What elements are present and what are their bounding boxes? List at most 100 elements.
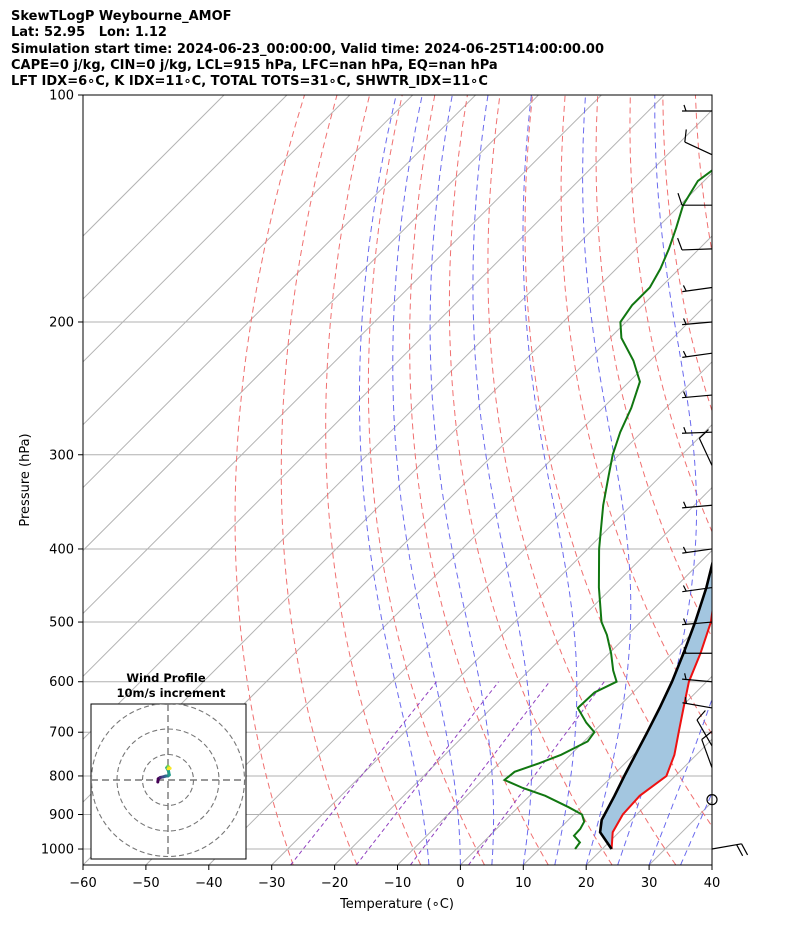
x-tick-label: 20 — [578, 876, 595, 891]
wind-barb-staff — [682, 548, 713, 554]
wind-barb-flag — [683, 104, 687, 112]
dry-adiabat-line — [367, 95, 485, 865]
y-tick-label: 700 — [49, 726, 74, 741]
dry-adiabat-line — [560, 95, 712, 736]
isotherm-line — [585, 738, 712, 865]
moist-adiabat-line — [472, 95, 533, 865]
isotherm-line — [397, 549, 712, 865]
x-tick-label: −50 — [132, 876, 159, 891]
y-tick-label: 300 — [49, 448, 74, 463]
moist-adiabat-line — [617, 95, 698, 865]
isotherm-line — [83, 95, 225, 237]
wind-barb — [682, 104, 712, 112]
wind-barb-staff — [682, 586, 713, 593]
wind-barb-flag — [683, 501, 687, 508]
wind-barb-flag — [698, 429, 709, 439]
isotherm-line — [83, 95, 351, 363]
wind-barb-staff — [696, 719, 713, 747]
indices-line-2: LFT IDX=6∘C, K IDX=11∘C, TOTAL TOTS=31∘C… — [11, 74, 488, 90]
wind-barb-flag — [682, 285, 687, 292]
wind-barb — [698, 429, 713, 466]
x-tick-label: −40 — [195, 876, 222, 891]
wind-barb-flag — [682, 350, 687, 358]
wind-barb-flag — [683, 318, 687, 325]
x-tick-label: 0 — [456, 876, 464, 891]
dry-adiabat-line — [487, 95, 677, 865]
wind-barb-staff — [682, 702, 713, 709]
y-tick-label: 800 — [49, 769, 74, 784]
wind-barb-staff — [681, 248, 713, 251]
mixing-ratio-line — [409, 681, 550, 865]
wind-barb — [677, 237, 713, 251]
temperature-line — [610, 607, 712, 850]
wind-barb-flag — [684, 673, 687, 680]
isotherm-line — [460, 612, 712, 865]
x-tick-label: −10 — [384, 876, 411, 891]
wind-barb — [696, 710, 713, 747]
x-tick-label: 40 — [704, 876, 721, 891]
x-tick-label: −20 — [321, 876, 348, 891]
wind-barb — [682, 318, 713, 326]
isotherm-line — [711, 864, 712, 865]
wind-barb — [682, 391, 713, 399]
indices-line-1: CAPE=0 j/kg, CIN=0 j/kg, LCL=915 hPa, LF… — [11, 57, 498, 73]
y-tick-label: 500 — [49, 616, 74, 631]
isotherm-line — [83, 95, 288, 300]
wind-barb — [682, 647, 712, 654]
wind-barb — [684, 129, 713, 156]
wind-barb — [711, 843, 749, 857]
mixing-ratio-line — [355, 681, 499, 865]
wind-barb-staff — [682, 504, 713, 509]
isotherm-line — [145, 298, 712, 865]
isotherm-line — [83, 95, 665, 678]
wind-barb — [682, 546, 713, 554]
x-tick-label: −60 — [69, 876, 96, 891]
wind-barb-staff — [682, 394, 713, 399]
moist-adiabat-line — [582, 95, 632, 865]
x-tick-label: −30 — [258, 876, 285, 891]
isotherm-line — [83, 95, 414, 426]
y-tick-label: 400 — [49, 542, 74, 557]
y-tick-label: 200 — [49, 315, 74, 330]
dry-adiabat-line — [629, 95, 712, 533]
moist-adiabat-line — [680, 791, 712, 865]
wind-barb-flag — [684, 129, 687, 143]
dry-adiabat-line — [325, 95, 422, 865]
hodograph-segment — [166, 766, 172, 771]
cin-shaded-area — [600, 565, 712, 849]
moist-adiabat-line — [359, 95, 430, 865]
wind-barb-flag — [741, 843, 749, 856]
wind-barb-flag — [682, 585, 687, 592]
parcel-line — [598, 559, 712, 850]
inset-plot-area — [91, 704, 246, 859]
title-line: SkewTLogP Weybourne_AMOF — [11, 9, 232, 24]
hodograph-inset: Wind Profile 10m/s increment — [90, 671, 247, 860]
wind-barb-calm — [706, 794, 718, 806]
y-tick-label: 900 — [49, 808, 74, 823]
wind-barb-staff — [682, 678, 713, 683]
dry-adiabat-line — [524, 95, 712, 828]
time-line: Simulation start time: 2024-06-23_00:00:… — [11, 41, 604, 57]
dry-adiabat-line — [448, 95, 613, 865]
wind-barb-flag — [677, 237, 683, 251]
moist-adiabat-line — [392, 95, 461, 865]
wind-barb-staff — [682, 352, 713, 358]
y-tick-label: 100 — [49, 89, 74, 104]
wind-barb-flag — [683, 391, 687, 398]
wind-barb-flag — [677, 192, 683, 206]
wind-barb-flag — [683, 618, 687, 625]
moist-adiabat-line — [711, 863, 712, 865]
wind-barb — [681, 426, 713, 434]
wind-barb — [682, 673, 713, 683]
wind-barb-staff — [682, 621, 713, 626]
wind-barb-staff — [682, 286, 713, 293]
mixing-ratio-line — [290, 681, 437, 865]
dry-adiabat-line — [409, 95, 549, 865]
wind-barb-staff — [701, 739, 713, 768]
wind-barb — [682, 618, 713, 626]
wind-barb-flag — [683, 647, 687, 654]
wind-barb — [677, 192, 712, 206]
wind-barb-flag — [682, 546, 687, 553]
wind-barb-staff — [684, 141, 713, 156]
